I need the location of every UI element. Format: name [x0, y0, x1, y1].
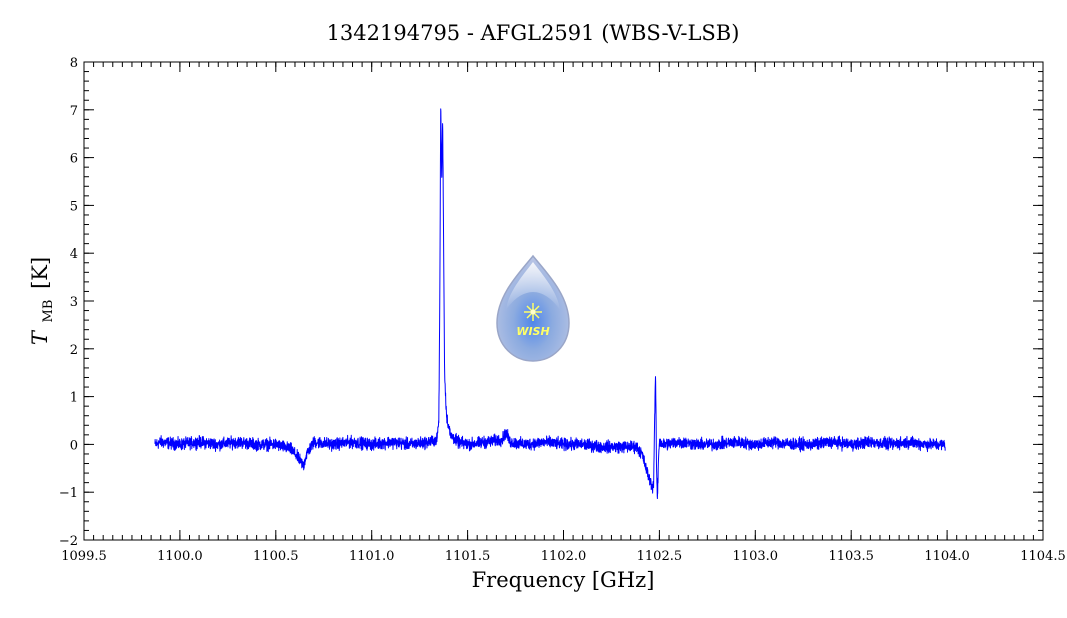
- x-tick-label: 1103.5: [828, 549, 874, 564]
- wish-logo: WISH: [496, 254, 570, 362]
- x-axis-label: Frequency [GHz]: [472, 568, 655, 592]
- y-axis-label: T MB [K]: [28, 257, 57, 345]
- x-tick-label: 1101.0: [349, 549, 395, 564]
- y-axis-label-main: T: [28, 329, 52, 345]
- y-tick-label: 6: [70, 152, 78, 167]
- x-tick-label: 1101.5: [445, 549, 491, 564]
- y-tick-labels: −2 −1 0 1 2 3 4 5 6 7 8: [59, 56, 78, 549]
- y-tick-label: 7: [70, 104, 78, 119]
- x-tick-label: 1100.5: [253, 549, 299, 564]
- y-tick-label: 4: [70, 247, 78, 262]
- y-tick-label: −1: [59, 486, 78, 501]
- x-tick-label: 1104.5: [1020, 549, 1066, 564]
- chart-title: 1342194795 - AFGL2591 (WBS-V-LSB): [327, 21, 740, 45]
- y-tick-label: 1: [70, 391, 78, 406]
- y-axis-label-sub: MB: [41, 300, 56, 323]
- x-tick-label: 1104.0: [924, 549, 970, 564]
- y-tick-label: 3: [70, 295, 78, 310]
- x-tick-labels: 1099.5 1100.0 1100.5 1101.0 1101.5 1102.0 1102…: [61, 549, 1066, 564]
- y-tick-label: −2: [59, 534, 78, 549]
- y-tick-label: 0: [70, 438, 78, 453]
- x-tick-label: 1100.0: [157, 549, 203, 564]
- plot-frame: [83, 61, 1044, 541]
- y-tick-label: 8: [70, 56, 78, 71]
- y-tick-label: 5: [70, 199, 78, 214]
- x-tick-label: 1099.5: [61, 549, 107, 564]
- logo-label: WISH: [516, 325, 549, 338]
- y-axis-label-unit: [K]: [28, 257, 52, 289]
- spectrum-series: [154, 108, 946, 500]
- x-tick-label: 1102.5: [637, 549, 683, 564]
- y-tick-label: 2: [70, 343, 78, 358]
- x-tick-label: 1102.0: [541, 549, 587, 564]
- x-tick-label: 1103.0: [733, 549, 779, 564]
